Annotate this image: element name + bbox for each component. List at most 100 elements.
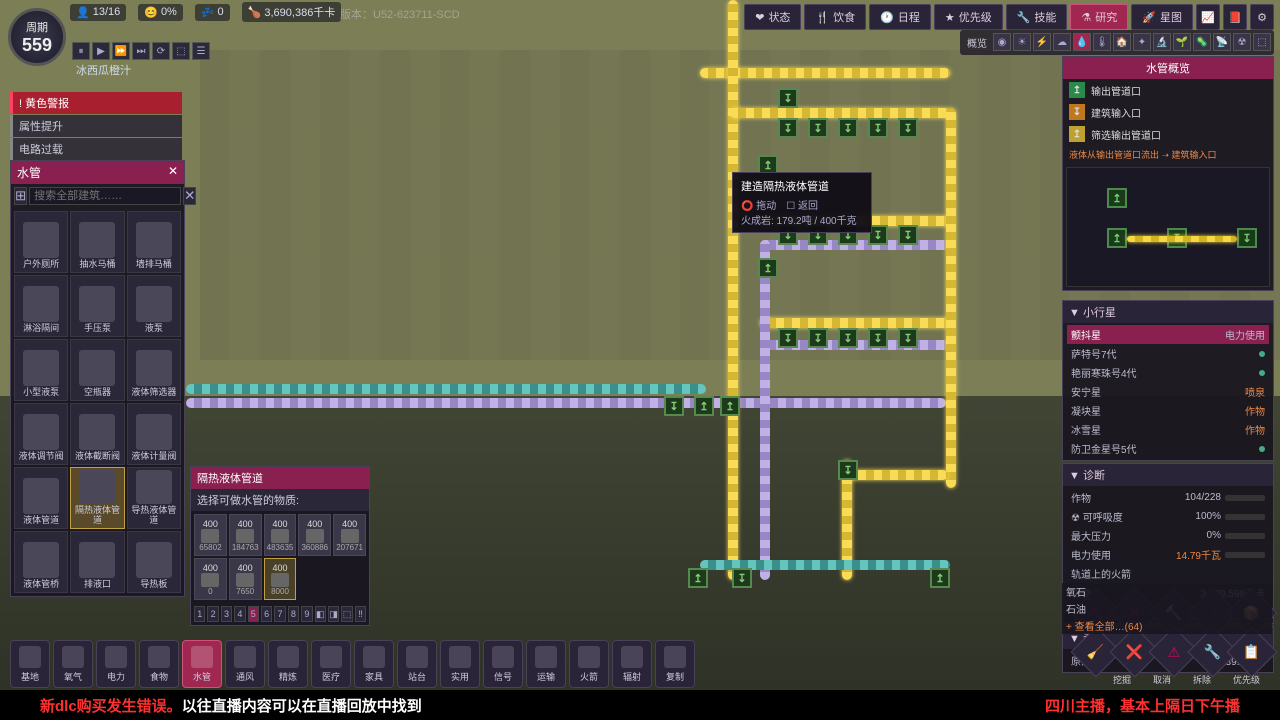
material-hotkey[interactable]: 8 [288, 606, 299, 622]
category-医疗[interactable]: 医疗 [311, 640, 351, 688]
build-item[interactable]: 液体截断阀 [70, 403, 124, 465]
build-item[interactable]: 户外厕所 [14, 211, 68, 273]
alert-item[interactable]: 属性提升 [10, 115, 182, 137]
accordion-header[interactable]: ▼ 诊断 [1063, 464, 1273, 486]
build-item[interactable]: 小型液泵 [14, 339, 68, 401]
material-item[interactable]: 400483635 [264, 514, 297, 556]
overlay-button[interactable]: 🌱 [1173, 33, 1191, 51]
alert-item[interactable]: 电路过载 [10, 138, 182, 160]
category-运输[interactable]: 运输 [526, 640, 566, 688]
material-item[interactable]: 4000 [194, 558, 227, 600]
menu-状态[interactable]: ❤状态 [744, 4, 801, 30]
category-站台[interactable]: 站台 [397, 640, 437, 688]
overlay-button[interactable]: 🔬 [1153, 33, 1171, 51]
menu-技能[interactable]: 🔧技能 [1006, 4, 1068, 30]
accordion-row[interactable]: 萨特号7代 [1067, 344, 1269, 363]
category-水管[interactable]: 水管 [182, 640, 222, 688]
resource-row[interactable]: + 查看全部…(64) [1062, 617, 1272, 634]
category-基地[interactable]: 基地 [10, 640, 50, 688]
material-hotkey[interactable]: 1 [194, 606, 205, 622]
speed-button[interactable]: ▶ [92, 42, 110, 60]
material-hotkey[interactable]: 7 [274, 606, 285, 622]
category-氧气[interactable]: 氧气 [53, 640, 93, 688]
menu-icon-button[interactable]: 📕 [1223, 4, 1247, 30]
accordion-row[interactable]: 颤抖星电力使用 [1067, 325, 1269, 344]
build-item[interactable]: 导热板 [127, 531, 181, 593]
material-item[interactable]: 4008000 [264, 558, 297, 600]
speed-button[interactable]: ⏸ [72, 42, 90, 60]
menu-优先级[interactable]: ★优先级 [934, 4, 1003, 30]
overlay-button[interactable]: 🌡 [1093, 33, 1111, 51]
overlay-button[interactable]: ⚡ [1033, 33, 1051, 51]
material-hotkey[interactable]: 9 [301, 606, 312, 622]
build-item[interactable]: 手压泵 [70, 275, 124, 337]
material-hotkey[interactable]: 5 [248, 606, 259, 622]
category-电力[interactable]: 电力 [96, 640, 136, 688]
overlay-button[interactable]: ◉ [993, 33, 1011, 51]
material-hotkey[interactable]: 2 [207, 606, 218, 622]
category-复制[interactable]: 复制 [655, 640, 695, 688]
material-hotkey[interactable]: 6 [261, 606, 272, 622]
material-item[interactable]: 400184763 [229, 514, 262, 556]
tool-button[interactable]: 📋 [1227, 627, 1278, 678]
category-食物[interactable]: 食物 [139, 640, 179, 688]
search-input[interactable] [29, 187, 181, 205]
overlay-button[interactable]: ✦ [1133, 33, 1151, 51]
material-item[interactable]: 400360886 [298, 514, 331, 556]
overlay-button[interactable]: 🦠 [1193, 33, 1211, 51]
overlay-button[interactable]: 🏠 [1113, 33, 1131, 51]
category-通风[interactable]: 通风 [225, 640, 265, 688]
accordion-row[interactable]: 艳丽寒珠号4代 [1067, 363, 1269, 382]
menu-星图[interactable]: 🚀星图 [1131, 4, 1193, 30]
alert-item[interactable]: ! 黄色警报 [10, 92, 182, 114]
accordion-row[interactable]: 安宁星喷泉 [1067, 382, 1269, 401]
build-item[interactable]: 液体计量阀 [127, 403, 181, 465]
build-item[interactable]: 排液口 [70, 531, 124, 593]
material-option[interactable]: ⬚ [341, 606, 352, 622]
menu-icon-button[interactable]: 📈 [1196, 4, 1220, 30]
material-item[interactable]: 4007650 [229, 558, 262, 600]
accordion-row[interactable]: 最大压力0% [1067, 526, 1269, 545]
material-option[interactable]: ‼ [355, 606, 366, 622]
category-辐射[interactable]: 辐射 [612, 640, 652, 688]
resource-row[interactable]: 石油 [1062, 600, 1272, 617]
speed-button[interactable]: ⏭ [132, 42, 150, 60]
clear-icon[interactable]: ✕ [183, 187, 196, 205]
build-item[interactable]: 液体管桥 [14, 531, 68, 593]
build-item[interactable]: 液体调节阀 [14, 403, 68, 465]
build-item[interactable]: 空瓶器 [70, 339, 124, 401]
category-家具[interactable]: 家具 [354, 640, 394, 688]
overlay-button[interactable]: ☢ [1233, 33, 1251, 51]
overlay-button[interactable]: 📡 [1213, 33, 1231, 51]
build-item[interactable]: 液体筛选器 [127, 339, 181, 401]
overlay-button[interactable]: ☀ [1013, 33, 1031, 51]
category-信号[interactable]: 信号 [483, 640, 523, 688]
accordion-row[interactable]: 轨道上的火箭 [1067, 564, 1269, 583]
build-item[interactable]: 液泵 [127, 275, 181, 337]
material-hotkey[interactable]: 4 [234, 606, 245, 622]
speed-button[interactable]: ⬚ [172, 42, 190, 60]
accordion-row[interactable]: 作物104/228 [1067, 488, 1269, 507]
speed-button[interactable]: ☰ [192, 42, 210, 60]
build-item[interactable]: 导热液体管道 [127, 467, 181, 529]
speed-button[interactable]: ⟳ [152, 42, 170, 60]
overlay-button[interactable]: ⬚ [1253, 33, 1271, 51]
material-item[interactable]: 400207671 [333, 514, 366, 556]
material-option[interactable]: ◨ [328, 606, 339, 622]
material-item[interactable]: 40065802 [194, 514, 227, 556]
speed-button[interactable]: ⏩ [112, 42, 130, 60]
menu-日程[interactable]: 🕐日程 [869, 4, 931, 30]
grid-icon[interactable]: ⊞ [14, 187, 27, 205]
material-option[interactable]: ◧ [315, 606, 326, 622]
menu-icon-button[interactable]: ⚙ [1250, 4, 1274, 30]
overlay-button[interactable]: ☁ [1053, 33, 1071, 51]
build-item[interactable]: 液体管道 [14, 467, 68, 529]
menu-研究[interactable]: ⚗研究 [1070, 4, 1128, 30]
category-实用[interactable]: 实用 [440, 640, 480, 688]
category-火箭[interactable]: 火箭 [569, 640, 609, 688]
build-item[interactable]: 墙排马桶 [127, 211, 181, 273]
accordion-row[interactable]: 凝块星作物 [1067, 401, 1269, 420]
menu-饮食[interactable]: 🍴饮食 [804, 4, 866, 30]
material-hotkey[interactable]: 3 [221, 606, 232, 622]
resource-row[interactable]: 氧石 [1062, 583, 1272, 600]
